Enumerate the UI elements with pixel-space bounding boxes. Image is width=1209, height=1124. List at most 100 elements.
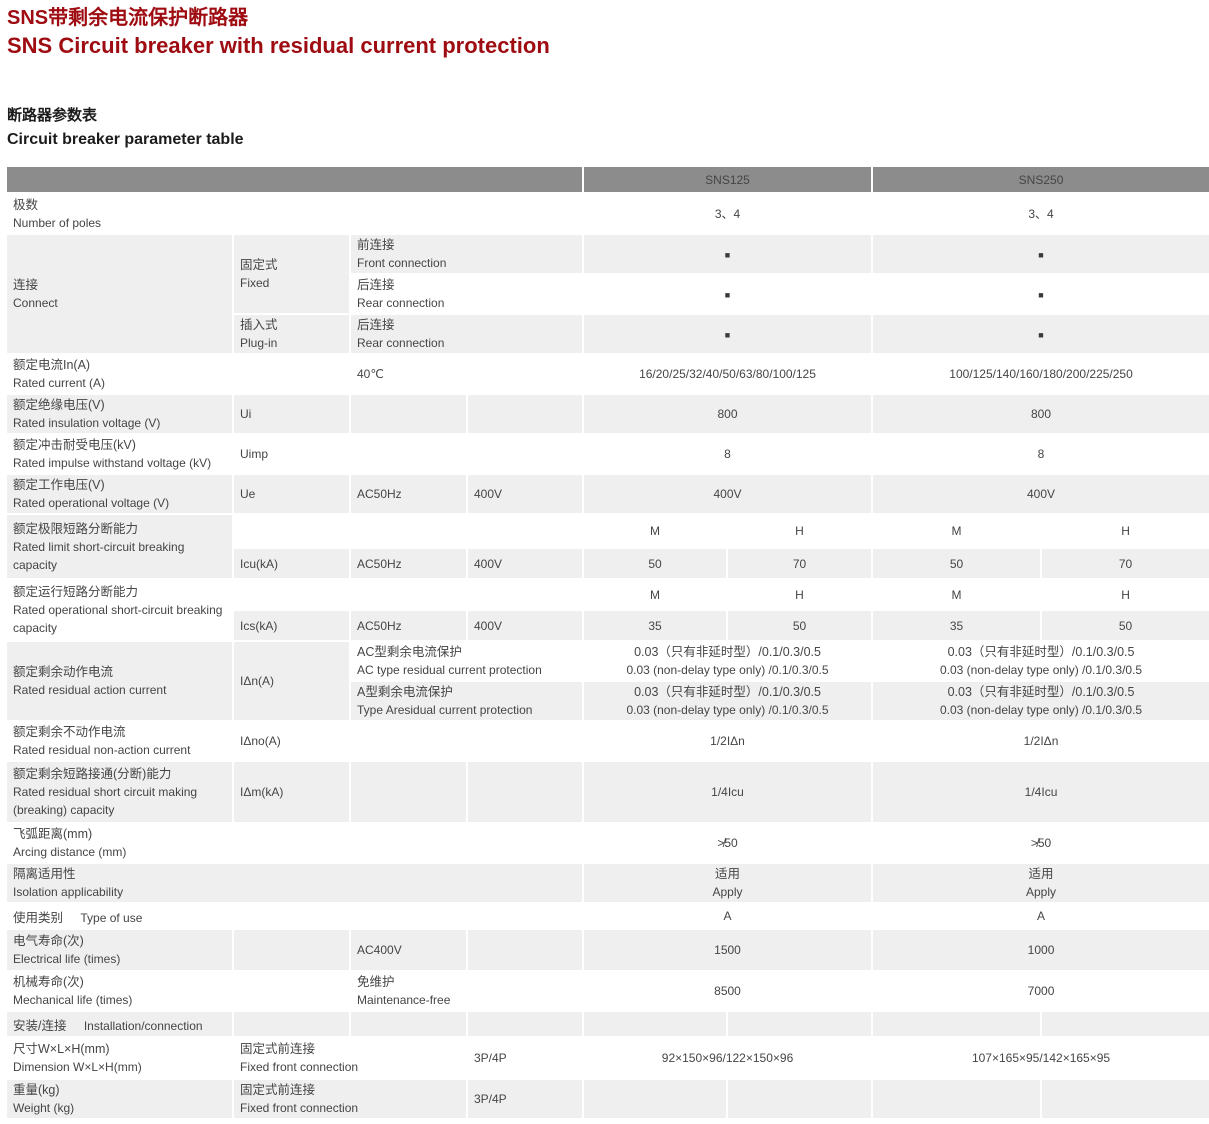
row-connect-rear-fixed: 后连接 Rear connection ■ ■ [6, 273, 1209, 315]
isolation-value-cn: 适用 [1028, 867, 1054, 881]
empty-cell [349, 578, 468, 611]
weight-label: 重量(kg) Weight (kg) [5, 1078, 234, 1120]
impulse-label-en: Rated impulse withstand voltage (kV) [13, 456, 212, 470]
impulse-symbol: Uimp [232, 433, 351, 475]
row-impulse-voltage: 额定冲击耐受电压(kV) Rated impulse withstand vol… [5, 433, 1209, 475]
installation-label: 安装/连接 Installation/connection [5, 1010, 234, 1038]
connect-rear-plugin-value-sns250: ■ [871, 313, 1209, 355]
column-header-sns125: SNS125 [581, 165, 874, 194]
installation-label-cn: 安装/连接 [13, 1018, 67, 1033]
limit-breaking-value-h-sns125: 70 [725, 547, 874, 580]
parameter-table: SNS125 SNS250 极数 Number of poles 3、4 3、4… [5, 165, 1209, 1120]
empty-cell [349, 433, 468, 475]
empty-cell [466, 393, 584, 435]
connect-label-en: Connect [13, 296, 58, 310]
type-of-use-label-cn: 使用类别 [13, 910, 64, 925]
residual-making-label-cn: 额定剩余短路接通(分断)能力 [13, 767, 172, 781]
table-header-empty [5, 165, 584, 194]
empty-cell [232, 578, 351, 611]
arcing-value-sns125: ≯50 [581, 822, 874, 864]
empty-cell [582, 1078, 728, 1120]
isolation-label: 隔离适用性 Isolation applicability [5, 862, 584, 904]
mechanical-life-label: 机械寿命(次) Mechanical life (times) [5, 970, 234, 1012]
residual-action-a-cn: A型剩余电流保护 [357, 685, 453, 699]
residual-nonaction-label-en: Rated residual non-action current [13, 743, 191, 757]
empty-cell [1040, 1010, 1209, 1038]
empty-cell [871, 1010, 1043, 1038]
operational-voltage-label-cn: 额定工作电压(V) [13, 478, 105, 492]
weight-connection-cn: 固定式前连接 [240, 1083, 316, 1097]
row-insulation-voltage: 额定绝缘电压(V) Rated insulation voltage (V) U… [5, 393, 1209, 435]
operational-breaking-value-m-sns125: 35 [582, 609, 728, 642]
residual-nonaction-value-sns125: 1/2IΔn [581, 720, 874, 762]
limit-breaking-label-en: Rated limit short-circuit breaking capac… [13, 539, 185, 572]
connect-front-value-sns250: ■ [871, 233, 1209, 275]
empty-cell [232, 970, 351, 1012]
connect-label-cn: 连接 [13, 278, 39, 292]
empty-cell [349, 760, 468, 824]
insulation-symbol: Ui [232, 393, 351, 435]
residual-action-ac-type-label: AC型剩余电流保护 AC type residual current prote… [349, 640, 584, 682]
weight-connection-label: 固定式前连接 Fixed front connection [232, 1078, 468, 1120]
row-residual-action-ac: 额定剩余动作电流 Rated residual action current I… [5, 640, 1209, 722]
empty-cell [232, 822, 584, 864]
empty-cell [232, 353, 351, 395]
limit-breaking-value-m-sns125: 50 [582, 547, 728, 580]
residual-making-label-en: Rated residual short circuit making (bre… [13, 785, 198, 817]
operational-breaking-value-h-sns125: 50 [725, 609, 874, 642]
arcing-value-sns250: ≯50 [871, 822, 1209, 864]
empty-cell [349, 513, 468, 549]
operational-breaking-symbol: Ics(kA) [232, 609, 351, 642]
rated-current-label-cn: 额定电流In(A) [13, 358, 91, 372]
filled-square-marker: ■ [1038, 290, 1044, 300]
empty-cell [349, 1010, 468, 1038]
electrical-life-label-en: Electrical life (times) [13, 952, 121, 966]
limit-breaking-value-m-sns250: 50 [871, 547, 1043, 580]
residual-making-value-sns125: 1/4Icu [581, 760, 874, 824]
empty-cell [349, 393, 468, 435]
table-subtitle-cn: 断路器参数表 [7, 107, 98, 124]
mechanical-life-value-sns250: 7000 [871, 970, 1209, 1012]
filled-square-marker: ■ [724, 250, 731, 260]
residual-making-label: 额定剩余短路接通(分断)能力 Rated residual short circ… [5, 760, 234, 824]
residual-action-label-en: Rated residual action current [13, 683, 167, 697]
residual-action-value-cn: 0.03（只有非延时型）/0.1/0.3/0.5 [634, 645, 821, 659]
row-residual-nonaction: 额定剩余不动作电流 Rated residual non-action curr… [5, 720, 1209, 762]
connect-rear-en: Rear connection [357, 296, 445, 310]
connect-front-cn: 前连接 [357, 238, 395, 252]
row-residual-action-a: A型剩余电流保护 Type Aresidual current protecti… [6, 680, 1209, 722]
residual-action-value-cn: 0.03（只有非延时型）/0.1/0.3/0.5 [634, 685, 821, 699]
impulse-value-sns125: 8 [581, 433, 874, 475]
operational-voltage-label: 额定工作电压(V) Rated operational voltage (V) [5, 473, 234, 515]
operational-breaking-label-cn: 额定运行短路分断能力 [13, 585, 139, 599]
empty-cell [466, 720, 584, 762]
operational-voltage-value-sns250: 400V [871, 473, 1209, 515]
row-installation: 安装/连接 Installation/connection [5, 1010, 1209, 1038]
type-of-use-value-sns125: A [581, 902, 874, 930]
empty-cell [1040, 1078, 1209, 1120]
connect-plugin-label: 插入式 Plug-in [232, 313, 351, 355]
filled-square-marker: ■ [724, 330, 731, 340]
weight-label-en: Weight (kg) [13, 1101, 75, 1115]
connect-rear-plugin-label: 后连接 Rear connection [349, 313, 584, 355]
poles-label-en: Number of poles [13, 215, 102, 230]
isolation-value-en: Apply [1026, 885, 1057, 899]
mechanical-life-condition-cn: 免维护 [357, 975, 395, 989]
filled-square-marker: ■ [1038, 330, 1044, 340]
empty-cell [466, 760, 584, 824]
row-poles: 极数 Number of poles 3、4 3、4 [5, 192, 1209, 235]
poles-label: 极数 Number of poles [5, 192, 234, 235]
row-residual-making: 额定剩余短路接通(分断)能力 Rated residual short circ… [5, 760, 1209, 824]
arcing-label-en: Arcing distance (mm) [13, 845, 127, 859]
residual-action-a-type-label: A型剩余电流保护 Type Aresidual current protecti… [349, 680, 584, 722]
connect-fixed-en: Fixed [240, 276, 270, 290]
limit-breaking-label-cn: 额定极限短路分断能力 [13, 521, 139, 536]
row-electrical-life: 电气寿命(次) Electrical life (times) AC400V 1… [5, 928, 1209, 972]
row-limit-breaking-mh: 额定极限短路分断能力 Rated limit short-circuit bre… [5, 513, 1209, 580]
operational-breaking-label-en: Rated operational short-circuit breaking… [13, 603, 223, 635]
connect-rear-fixed-value-sns125: ■ [581, 273, 874, 315]
operational-breaking-h-header-sns125: H [725, 578, 874, 611]
limit-breaking-h-header-sns250: H [1040, 513, 1209, 549]
column-header-sns250: SNS250 [871, 165, 1209, 194]
